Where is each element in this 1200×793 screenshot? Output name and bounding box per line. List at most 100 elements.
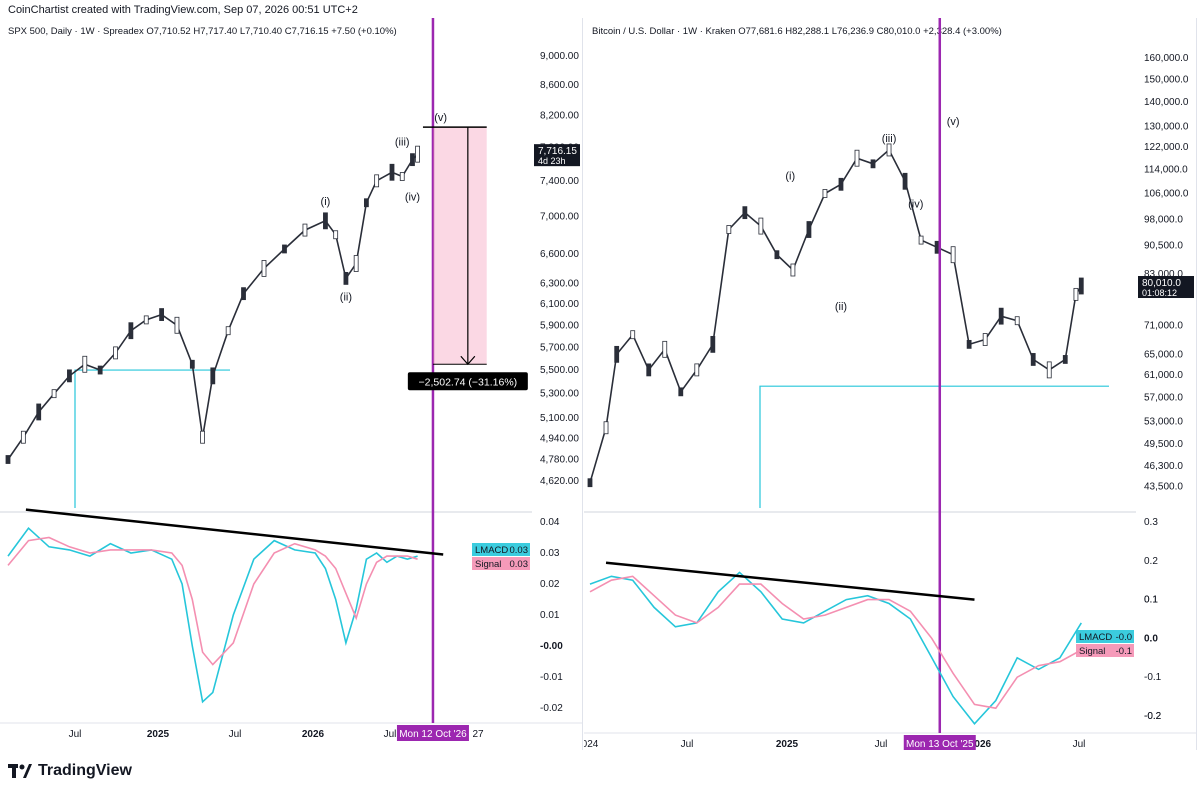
price-candle (82, 355, 88, 373)
price-candle (113, 346, 118, 360)
chart-title: SPX 500, Daily · 1W · Spreadex O7,710.52… (8, 26, 397, 37)
price-candle (838, 177, 844, 191)
btc-chart-panel[interactable]: Bitcoin / U.S. Dollar · 1W · Kraken O77,… (582, 18, 1197, 751)
legend-series-name: LMACD (1079, 632, 1112, 643)
signal-line (7, 536, 418, 666)
spx-chart[interactable]: SPX 500, Daily · 1W · Spreadex O7,710.52… (0, 18, 582, 750)
legend-series-value: 0.03 (510, 559, 529, 570)
price-candle (758, 217, 764, 235)
price-candle (1062, 355, 1068, 364)
price-candle (966, 339, 972, 349)
price-tick-label: 4,620.00 (540, 476, 579, 487)
price-candle (282, 244, 287, 254)
price-candle (854, 149, 860, 167)
price-candle (678, 387, 684, 397)
wave-label: (i) (321, 196, 331, 208)
indicator-tick-label: 0.3 (1144, 517, 1158, 528)
price-candle (20, 430, 26, 444)
price-tick-label: 61,000.0 (1144, 370, 1183, 381)
price-candle (587, 478, 593, 488)
tradingview-logo[interactable]: TradingView (8, 762, 132, 780)
price-candle (51, 389, 57, 399)
price-candle (333, 230, 339, 240)
price-candle (143, 315, 149, 325)
price-candle (200, 430, 205, 444)
price-tick-label: 57,000.0 (1144, 393, 1183, 404)
price-candle (225, 326, 231, 336)
price-candle (646, 363, 652, 377)
price-candle (241, 287, 246, 301)
price-candle (662, 340, 668, 358)
price-candle (998, 307, 1004, 325)
price-candle (902, 172, 908, 190)
indicator-tick-label: -0.01 (540, 672, 563, 683)
time-tick-label: 2026 (969, 739, 992, 750)
price-candle (5, 455, 11, 464)
legend-series-name: Signal (1079, 646, 1105, 657)
price-candle (694, 363, 700, 377)
chart-title: Bitcoin / U.S. Dollar · 1W · Kraken O77,… (592, 26, 1002, 37)
time-tick-label: 024 (584, 739, 599, 750)
indicator-trendline (25, 508, 444, 556)
indicator-tick-label: 0.03 (540, 548, 560, 559)
price-candle (128, 322, 134, 340)
event-date-label: Mon 12 Oct '26 (399, 729, 467, 740)
price-candle (374, 174, 380, 188)
indicator-trendline (605, 561, 975, 601)
price-tick-label: 98,000.0 (1144, 214, 1183, 225)
wave-label: (v) (947, 116, 960, 128)
event-date-label: Mon 13 Oct '25 (906, 739, 974, 750)
price-line (589, 148, 1082, 483)
last-price-value: 80,010.0 (1142, 278, 1181, 289)
price-candle (1078, 277, 1084, 295)
price-candle (67, 369, 72, 383)
event-date-badge (396, 725, 469, 741)
price-candle (790, 263, 796, 277)
btc-chart[interactable]: Bitcoin / U.S. Dollar · 1W · Kraken O77,… (582, 18, 1196, 751)
legend-badge (1076, 630, 1134, 643)
price-tick-label: 71,000.0 (1144, 320, 1183, 331)
price-tick-label: 6,100.00 (540, 299, 579, 310)
time-tick-label: Jul (69, 729, 82, 740)
price-candle (934, 240, 940, 254)
price-candle (1030, 353, 1036, 366)
price-tick-label: 65,000.0 (1144, 349, 1183, 360)
last-price-badge (1138, 276, 1194, 299)
price-tick-label: 53,000.0 (1144, 416, 1183, 427)
price-candle (950, 246, 956, 264)
price-candle (1073, 287, 1079, 301)
price-tick-label: 140,000.0 (1144, 97, 1189, 108)
price-tick-label: 90,500.0 (1144, 240, 1183, 251)
price-candle (630, 330, 636, 340)
event-date-badge (903, 735, 976, 751)
indicator-tick-label: -0.00 (540, 641, 563, 652)
lmacd-line (7, 527, 418, 704)
price-tick-label: 7,400.00 (540, 176, 579, 187)
price-tick-label: 114,000.0 (1144, 165, 1188, 176)
price-tick-label: 5,300.00 (540, 389, 579, 400)
price-candle (189, 359, 195, 369)
price-tick-label: 7,000.00 (540, 211, 579, 222)
indicator-tick-label: -0.2 (1144, 711, 1162, 722)
price-candle (726, 225, 732, 234)
price-candle (982, 333, 988, 346)
wave-label: (v) (434, 112, 447, 124)
price-candle (870, 159, 876, 169)
price-tick-label: 160,000.0 (1144, 53, 1189, 64)
legend-badge (472, 557, 530, 570)
indicator-tick-label: -0.02 (540, 703, 563, 714)
price-candle (410, 153, 415, 167)
price-tick-label: 6,600.00 (540, 249, 579, 260)
price-candle (822, 189, 828, 198)
wave-label: (i) (785, 170, 795, 182)
price-tick-label: 150,000.0 (1144, 74, 1189, 85)
price-tick-label: 106,000.0 (1144, 188, 1189, 199)
indicator-tick-label: -0.1 (1144, 672, 1162, 683)
time-tick-label: Jul (681, 739, 694, 750)
indicator-tick-label: 0.1 (1144, 595, 1158, 606)
time-tick-label: 2026 (302, 729, 325, 740)
lmacd-line (589, 571, 1082, 726)
measure-label: −2,502.74 (−31.16%) (419, 376, 518, 388)
price-tick-label: 83,000.0 (1144, 269, 1183, 280)
spx-chart-panel[interactable]: SPX 500, Daily · 1W · Spreadex O7,710.52… (0, 18, 583, 750)
